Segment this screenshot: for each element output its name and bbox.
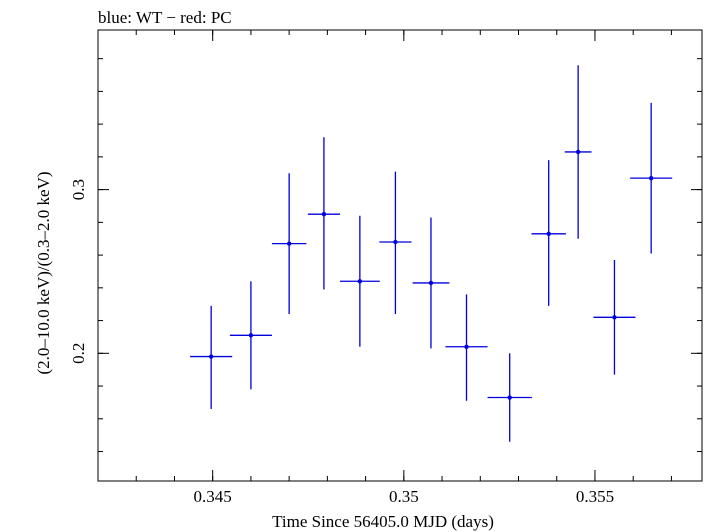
axes <box>97 29 703 482</box>
data-point <box>464 344 469 349</box>
data-point <box>507 395 512 400</box>
x-tick-label: 0.355 <box>576 487 614 506</box>
x-axis-label: Time Since 56405.0 MJD (days) <box>272 512 494 531</box>
data-point <box>393 239 398 245</box>
data-points <box>190 65 673 442</box>
y-tick-label: 0.2 <box>69 343 88 364</box>
plot-frame <box>97 29 703 482</box>
x-tick-label: 0.35 <box>389 487 419 506</box>
data-point <box>546 231 551 237</box>
data-point <box>357 279 363 284</box>
data-point <box>575 149 581 155</box>
data-point <box>648 175 654 181</box>
ticks: 0.345 0.35 0.355 0.2 0.3 <box>69 30 702 506</box>
x-tick-label: 0.345 <box>194 487 232 506</box>
data-point <box>208 354 214 359</box>
y-axis-label: (2.0–10.0 keV)/(0.3–2.0 keV) <box>34 171 53 374</box>
chart-title: blue: WT − red: PC <box>98 8 232 27</box>
y-tick-label: 0.3 <box>69 179 88 200</box>
data-point <box>321 211 327 217</box>
data-point <box>286 241 292 246</box>
data-point <box>428 280 434 286</box>
data-point <box>612 315 617 320</box>
data-point <box>248 333 254 338</box>
